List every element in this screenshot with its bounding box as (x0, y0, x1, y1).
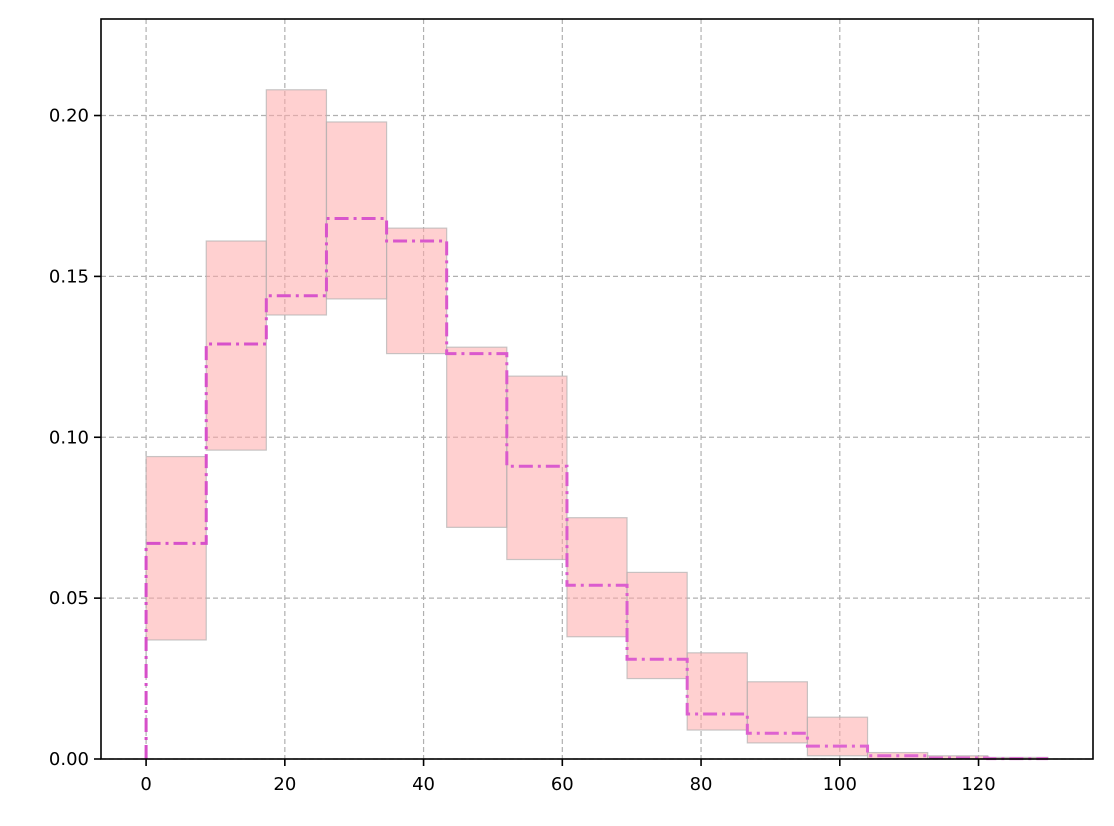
step-line (144, 216, 1048, 761)
x-tick-label: 100 (823, 774, 857, 795)
y-tick-label: 0.05 (49, 588, 89, 609)
band-bin (325, 121, 388, 300)
x-tick-label: 120 (961, 774, 995, 795)
x-tick-label: 60 (551, 774, 574, 795)
y-tick-label: 0.00 (49, 749, 89, 770)
band-bin (566, 517, 628, 638)
y-tick-label: 0.20 (49, 106, 89, 127)
axis-ticks: 0 20 40 60 80 100 120 0.00 0.05 0.10 0.15 0.20 (49, 106, 996, 795)
x-tick-label: 80 (690, 774, 713, 795)
confidence-bands (145, 89, 1049, 760)
band-bin (446, 346, 508, 528)
band-bin (385, 227, 448, 355)
plot-frame (100, 18, 1094, 760)
step-series (144, 216, 1048, 761)
band-bin (205, 240, 267, 451)
x-tick-label: 20 (273, 774, 296, 795)
band-bin (686, 652, 748, 731)
band-bin (265, 89, 328, 316)
band-bin (806, 716, 869, 757)
x-tick-label: 0 (140, 774, 151, 795)
band-bin (626, 571, 688, 680)
y-tick-label: 0.10 (49, 427, 89, 448)
y-tick-label: 0.15 (49, 266, 89, 287)
band-bin (145, 455, 207, 641)
band-bin (506, 375, 568, 561)
x-tick-label: 40 (412, 774, 435, 795)
